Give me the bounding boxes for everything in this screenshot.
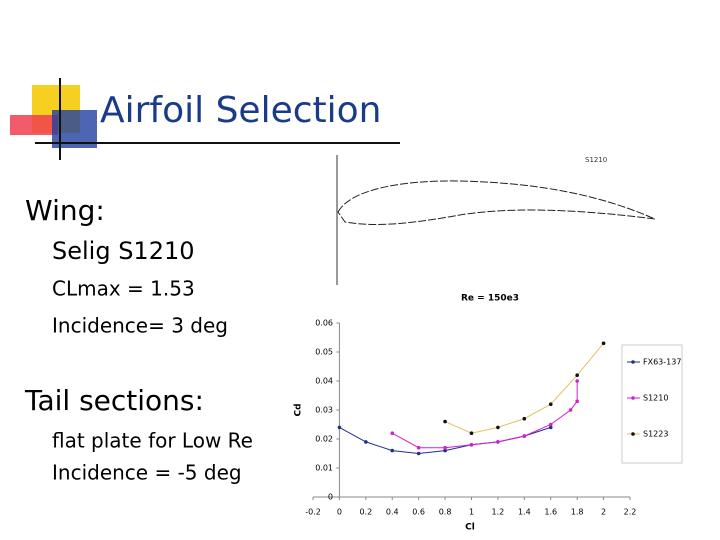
legend-label: S1223	[643, 430, 668, 439]
data-point	[575, 373, 579, 378]
legend-marker	[631, 396, 635, 400]
x-tick-label: 0	[337, 508, 342, 517]
y-axis-title: Cd	[294, 403, 304, 416]
bullet-text: Incidence = -5 deg	[52, 461, 242, 485]
y-tick-label: 0.05	[315, 348, 333, 357]
bullet-text: CLmax = 1.53	[52, 277, 195, 301]
data-point	[469, 443, 474, 447]
data-point	[337, 425, 342, 430]
legend-marker	[631, 360, 635, 364]
y-tick-label: 0	[328, 493, 333, 502]
x-tick-label: 0.4	[386, 508, 399, 517]
bullet-text: Incidence= 3 deg	[52, 314, 228, 338]
data-point	[601, 341, 606, 346]
data-point	[548, 425, 553, 430]
bullet-text: Selig S1210	[52, 237, 195, 265]
data-point	[390, 431, 395, 436]
x-tick-label: 1.8	[571, 508, 584, 517]
deco-square	[10, 115, 58, 135]
x-tick-label: 2	[601, 508, 606, 517]
data-point	[364, 440, 368, 444]
y-tick-label: 0.01	[315, 464, 333, 473]
data-point	[496, 425, 500, 430]
data-point	[548, 402, 553, 407]
y-tick-label: 0.03	[315, 406, 333, 415]
data-point	[522, 434, 527, 438]
x-tick-label: -0.2	[305, 508, 321, 517]
data-point	[568, 408, 573, 412]
data-point	[443, 448, 447, 453]
legend-box	[621, 344, 683, 464]
airfoil-label: S1210	[585, 156, 607, 164]
x-tick-label: 0.2	[359, 508, 372, 517]
data-point	[496, 440, 500, 444]
airfoil-sketch: S1210	[336, 155, 656, 285]
y-tick-label: 0.06	[315, 319, 333, 328]
data-point	[443, 445, 447, 450]
x-axis-title: Cl	[465, 523, 475, 533]
x-tick-label: 1	[469, 508, 474, 517]
bullet-text: flat plate for Low Re	[52, 429, 253, 453]
legend-label: FX63-137	[643, 358, 681, 367]
data-point	[548, 422, 553, 427]
data-point	[575, 399, 579, 404]
slide-title: Airfoil Selection	[100, 90, 381, 131]
bullet-text: Wing:	[25, 194, 105, 227]
data-point	[522, 416, 527, 421]
data-point	[416, 445, 421, 450]
legend-marker	[631, 432, 635, 436]
data-point	[416, 451, 421, 456]
data-point	[443, 419, 447, 424]
bullet-text: Tail sections:	[24, 384, 204, 417]
legend-label: S1210	[643, 394, 668, 403]
data-point	[469, 431, 474, 436]
series-line	[392, 381, 578, 449]
x-tick-label: 0.8	[439, 508, 452, 517]
y-tick-label: 0.04	[315, 377, 333, 386]
x-tick-label: 2.2	[624, 508, 637, 517]
data-point	[390, 448, 395, 453]
data-point	[575, 379, 579, 383]
x-tick-label: 1.4	[518, 508, 531, 517]
x-tick-label: 1.2	[492, 508, 505, 517]
x-tick-label: 1.6	[544, 508, 557, 517]
chart-title: Re = 150e3	[461, 294, 519, 304]
x-tick-label: 0.6	[412, 508, 425, 517]
y-tick-label: 0.02	[315, 435, 333, 444]
